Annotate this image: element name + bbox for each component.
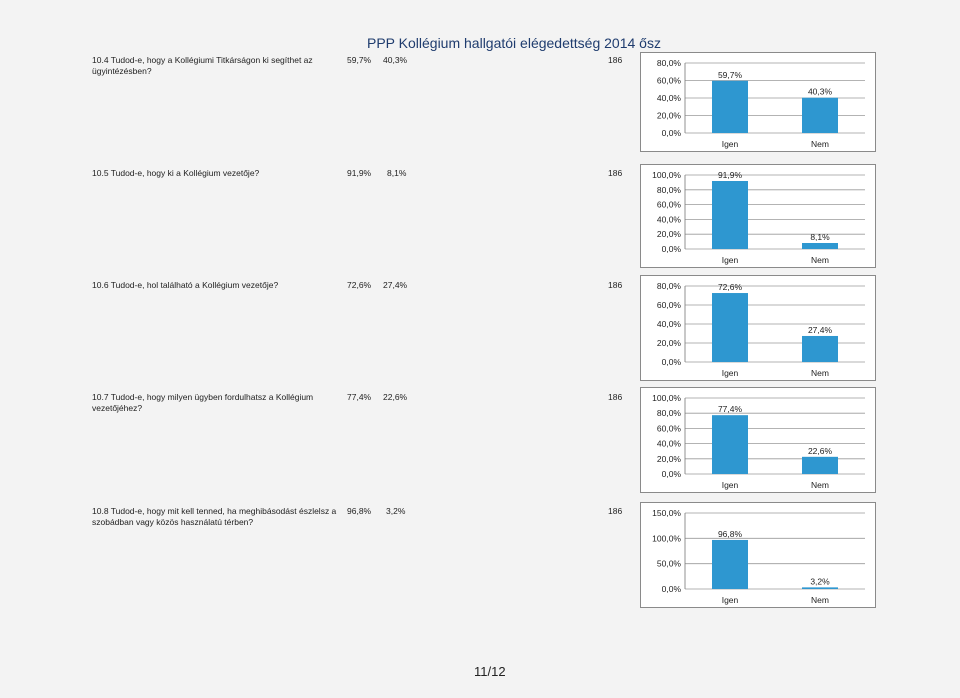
y-tick-label: 60,0% [657,76,682,86]
page-number: 11/12 [474,664,506,679]
bar [712,180,748,249]
y-tick-label: 60,0% [657,300,682,310]
respondent-count: 186 [608,168,623,178]
bar [712,293,748,362]
bar [802,243,838,249]
bar-chart: 0,0% 20,0% 40,0% 60,0% 80,0% 100,0% 77,4% Igen 2… [640,387,876,493]
yes-percent: 96,8% [347,506,372,516]
question-text: 10.7 Tudod-e, hogy milyen ügyben fordulh… [92,392,314,413]
data-label: 8,1% [810,232,830,242]
y-tick-label: 40,0% [657,93,682,103]
bar [802,587,838,589]
question-text: 10.4 Tudod-e, hogy a Kollégiumi Titkársá… [92,55,313,76]
yes-percent: 77,4% [347,392,372,402]
no-percent: 8,1% [387,168,407,178]
y-tick-label: 40,0% [657,439,682,449]
x-tick-label: Nem [811,368,829,378]
x-tick-label: Igen [722,368,739,378]
y-tick-label: 100,0% [652,393,681,403]
y-tick-label: 100,0% [652,533,681,543]
yes-percent: 72,6% [347,280,372,290]
y-tick-label: 60,0% [657,423,682,433]
data-label: 59,7% [718,70,743,80]
y-tick-label: 80,0% [657,185,682,195]
yes-percent: 59,7% [347,55,372,65]
x-tick-label: Nem [811,139,829,149]
data-label: 3,2% [810,576,830,586]
x-tick-label: Igen [722,595,739,605]
bar [712,80,748,133]
question-text: 10.5 Tudod-e, hogy ki a Kollégium vezető… [92,168,260,178]
data-label: 27,4% [808,325,833,335]
respondent-count: 186 [608,55,623,65]
y-tick-label: 80,0% [657,281,682,291]
respondent-count: 186 [608,280,623,290]
y-tick-label: 80,0% [657,408,682,418]
data-label: 77,4% [718,404,743,414]
no-percent: 40,3% [383,55,408,65]
y-tick-label: 20,0% [657,338,682,348]
respondent-count: 186 [608,506,623,516]
bar [802,97,838,133]
page-title: PPP Kollégium hallgatói elégedettség 201… [367,35,661,51]
bar [712,415,748,474]
y-tick-label: 40,0% [657,214,682,224]
bar [712,539,748,589]
y-tick-label: 0,0% [662,244,682,254]
x-tick-label: Igen [722,480,739,490]
y-tick-label: 0,0% [662,128,682,138]
x-tick-label: Nem [811,595,829,605]
bar [802,456,838,474]
bar-chart: 0,0% 20,0% 40,0% 60,0% 80,0% 59,7% Igen 40,3% Ne… [640,52,876,152]
bar [802,335,838,362]
yes-percent: 91,9% [347,168,372,178]
y-tick-label: 20,0% [657,111,682,121]
data-label: 91,9% [718,170,743,180]
y-tick-label: 20,0% [657,454,682,464]
x-tick-label: Nem [811,480,829,490]
x-tick-label: Igen [722,139,739,149]
bar-chart: 0,0% 20,0% 40,0% 60,0% 80,0% 72,6% Igen 27,4% Ne… [640,275,876,381]
data-label: 22,6% [808,446,833,456]
question-text: 10.6 Tudod-e, hol található a Kollégium … [92,280,279,290]
data-label: 96,8% [718,529,743,539]
y-tick-label: 60,0% [657,200,682,210]
data-label: 40,3% [808,87,833,97]
y-tick-label: 20,0% [657,229,682,239]
x-tick-label: Igen [722,255,739,265]
y-tick-label: 0,0% [662,357,682,367]
no-percent: 3,2% [386,506,406,516]
y-tick-label: 0,0% [662,469,682,479]
x-tick-label: Nem [811,255,829,265]
bar-chart: 0,0% 50,0% 100,0% 150,0% 96,8% Igen 3,2% Nem [640,502,876,608]
y-tick-label: 50,0% [657,559,682,569]
respondent-count: 186 [608,392,623,402]
y-tick-label: 100,0% [652,170,681,180]
y-tick-label: 40,0% [657,319,682,329]
y-tick-label: 80,0% [657,58,682,68]
no-percent: 22,6% [383,392,408,402]
data-label: 72,6% [718,282,743,292]
question-text: 10.8 Tudod-e, hogy mit kell tenned, ha m… [92,506,337,527]
y-tick-label: 0,0% [662,584,682,594]
y-tick-label: 150,0% [652,508,681,518]
no-percent: 27,4% [383,280,408,290]
bar-chart: 0,0% 20,0% 40,0% 60,0% 80,0% 100,0% 91,9% Igen 8… [640,164,876,268]
